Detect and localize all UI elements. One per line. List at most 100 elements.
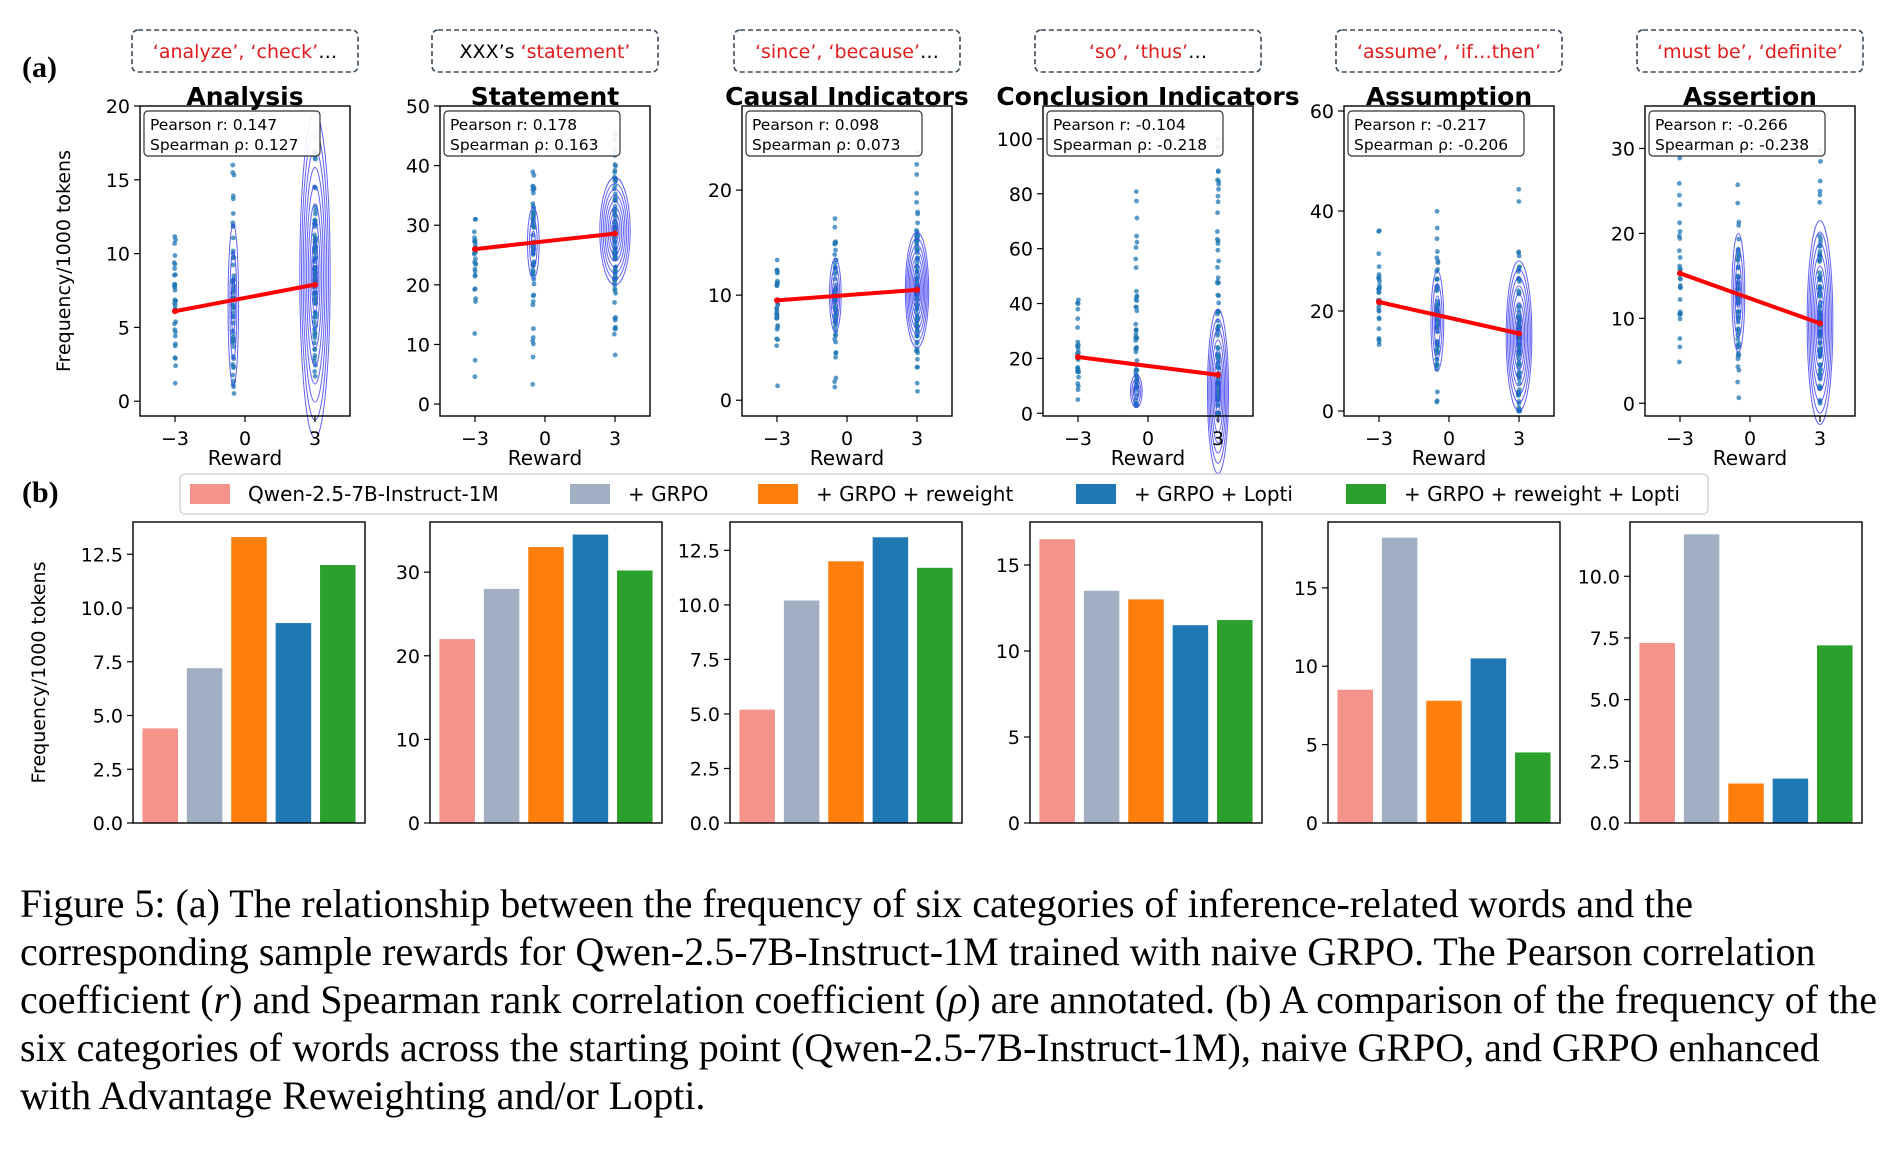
scatter-point — [613, 326, 618, 332]
x-tick-label: 0 — [539, 428, 551, 450]
scatter-point — [1817, 233, 1822, 239]
kde-contour — [1507, 268, 1531, 404]
scatter-point — [1434, 225, 1440, 231]
scatter-point — [833, 247, 838, 253]
scatter-point — [1676, 359, 1682, 365]
scatter-point — [1817, 283, 1823, 289]
regression-line — [474, 231, 616, 252]
x-tick-label: −3 — [1666, 428, 1694, 450]
scatter-point — [1075, 383, 1081, 389]
scatter-panel-3: ‘since’, ‘because’…Causal IndicatorsPear… — [708, 29, 969, 470]
scatter-point — [1434, 363, 1440, 369]
scatter-point — [472, 216, 478, 222]
scatter-point — [1817, 367, 1823, 373]
scatter-point — [472, 239, 477, 245]
scatter-point — [313, 208, 319, 214]
scatter-point — [832, 240, 838, 246]
stats-box: Pearson r: 0.147 Spearman ρ: 0.127 — [143, 110, 321, 157]
y-tick-label: 30 — [396, 562, 420, 584]
spearman-label: Spearman ρ: -0.218 — [1053, 136, 1207, 154]
scatter-point — [1215, 309, 1221, 315]
stats-box-frame — [1347, 110, 1525, 157]
axes-frame — [429, 521, 663, 824]
scatter-point — [832, 224, 838, 230]
keyword-box-frame — [131, 29, 359, 73]
kde-contour — [1810, 254, 1830, 392]
x-tick-label: −3 — [461, 428, 489, 450]
pearson-label: Pearson r: -0.266 — [1655, 116, 1788, 134]
kde-contour — [306, 185, 324, 367]
scatter-point — [530, 169, 536, 175]
scatter-point — [231, 344, 237, 350]
scatter-point — [1434, 236, 1440, 242]
keyword-span: ‘must be’, ‘definite’ — [1657, 41, 1843, 63]
kde-contour — [1512, 302, 1526, 370]
scatter-point — [472, 235, 477, 241]
keyword-box-frame — [1034, 29, 1262, 73]
scatter-points — [774, 149, 921, 394]
kde-contour — [1209, 329, 1227, 454]
y-tick-label: 10.0 — [678, 595, 720, 617]
scatter-point — [774, 312, 779, 318]
legend-label: + GRPO + Lopti — [1134, 482, 1293, 506]
y-tick-label: 50 — [406, 96, 430, 118]
y-tick-label: 20 — [708, 180, 732, 202]
scatter-point — [530, 302, 536, 308]
stats-box-frame — [1648, 110, 1826, 157]
x-tick-label: 3 — [1212, 428, 1224, 450]
panel-label-a: (a) — [22, 51, 57, 84]
scatter-point — [1677, 336, 1683, 341]
y-tick-label: 0 — [1306, 813, 1318, 835]
scatter-point — [1215, 247, 1221, 253]
regression-endpoint — [1516, 330, 1522, 337]
stats-box: Pearson r: -0.104 Spearman ρ: -0.218 — [1046, 110, 1224, 157]
bar — [1639, 642, 1675, 823]
scatter-points — [171, 134, 319, 396]
y-tick-label: 10 — [396, 729, 420, 751]
scatter-point — [612, 254, 618, 260]
scatter-point — [915, 388, 920, 394]
scatter-point — [1075, 301, 1081, 307]
legend-label: + GRPO — [628, 482, 708, 506]
kde-contour — [1132, 382, 1140, 401]
x-axis-label: Reward — [508, 446, 582, 470]
scatter-point — [311, 232, 317, 238]
y-tick-label: 7.5 — [690, 649, 720, 671]
scatter-point — [915, 220, 921, 226]
scatter-point — [1677, 297, 1683, 302]
keyword-text: ‘since’, ‘because’… — [755, 41, 939, 63]
scatter-point — [1516, 312, 1522, 318]
x-tick-label: 0 — [1142, 428, 1154, 450]
panel-label-b: (b) — [22, 476, 59, 509]
bar — [1515, 752, 1551, 823]
y-tick-label: 30 — [406, 215, 430, 237]
kde-contour — [311, 239, 319, 313]
y-tick-label: 12.5 — [81, 544, 123, 566]
kde-contour — [1213, 359, 1223, 423]
scatter-point — [173, 272, 178, 278]
scatter-point — [1434, 398, 1440, 404]
y-tick-label: 0 — [720, 390, 732, 412]
scatter-point — [471, 229, 477, 235]
scatter-point — [1215, 353, 1221, 358]
scatter-point — [312, 298, 318, 304]
scatter-point — [1134, 358, 1140, 363]
y-tick-label: 10.0 — [81, 598, 123, 620]
kde-contour — [1131, 378, 1142, 405]
scatter-point — [833, 375, 839, 381]
pearson-label: Pearson r: -0.217 — [1354, 116, 1487, 134]
scatter-point — [172, 241, 177, 246]
pearson-label: Pearson r: 0.147 — [150, 116, 277, 134]
stats-box: Pearson r: -0.266 Spearman ρ: -0.238 — [1648, 110, 1826, 157]
scatter-point — [171, 260, 177, 266]
bar-panel-4: 0 5 10 15 — [996, 521, 1263, 835]
scatter-point — [914, 228, 919, 233]
bar — [1728, 783, 1764, 823]
pearson-label: Pearson r: 0.098 — [752, 116, 879, 134]
y-tick-label: 10 — [1611, 308, 1635, 330]
x-axis-label: Reward — [1412, 446, 1486, 470]
kde-contour — [1511, 293, 1527, 379]
y-tick-label: 10 — [708, 285, 732, 307]
bar — [320, 565, 356, 823]
